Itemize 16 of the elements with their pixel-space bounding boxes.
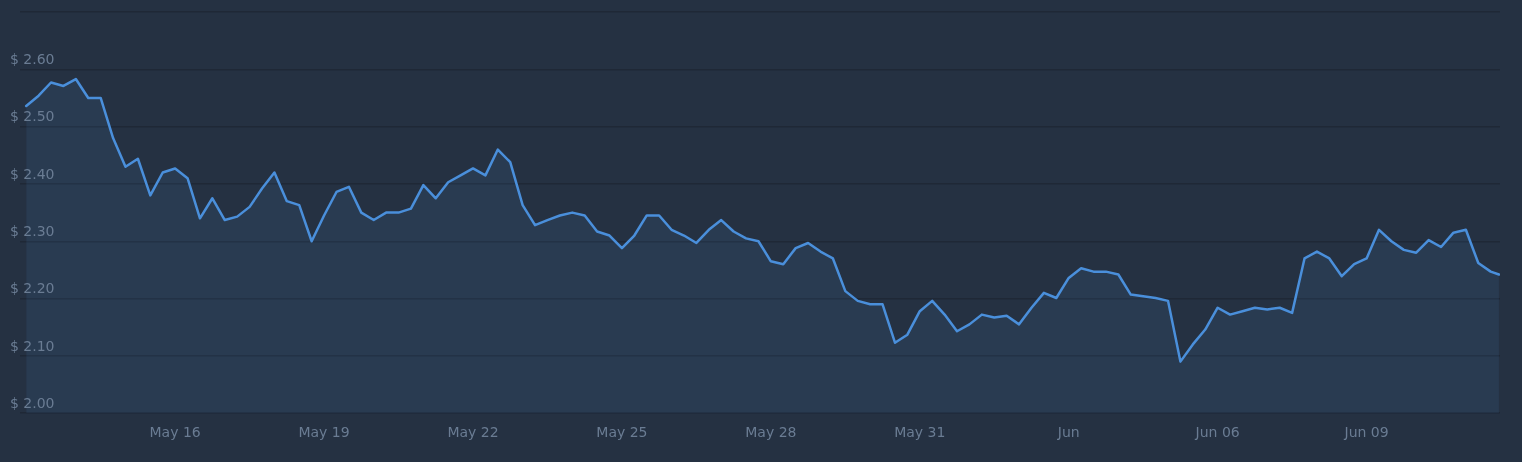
y-tick-label: $ 2.30 (10, 222, 55, 239)
x-tick-label: May 31 (894, 424, 946, 441)
y-tick-label: $ 2.10 (10, 337, 55, 354)
x-tick-label: May 22 (447, 424, 499, 441)
x-tick-label: Jun (1056, 424, 1080, 441)
y-tick-label: $ 2.60 (10, 50, 55, 67)
x-tick-label: May 16 (149, 424, 201, 441)
x-tick-label: May 28 (745, 424, 797, 441)
x-tick-label: Jun 09 (1343, 424, 1389, 441)
y-tick-label: $ 2.40 (10, 165, 55, 182)
y-tick-label: $ 2.00 (10, 394, 55, 411)
x-tick-label: May 25 (596, 424, 648, 441)
y-tick-label: $ 2.20 (10, 280, 55, 297)
x-tick-label: Jun 06 (1194, 424, 1240, 441)
x-tick-label: May 19 (298, 424, 350, 441)
y-tick-label: $ 2.50 (10, 108, 55, 125)
